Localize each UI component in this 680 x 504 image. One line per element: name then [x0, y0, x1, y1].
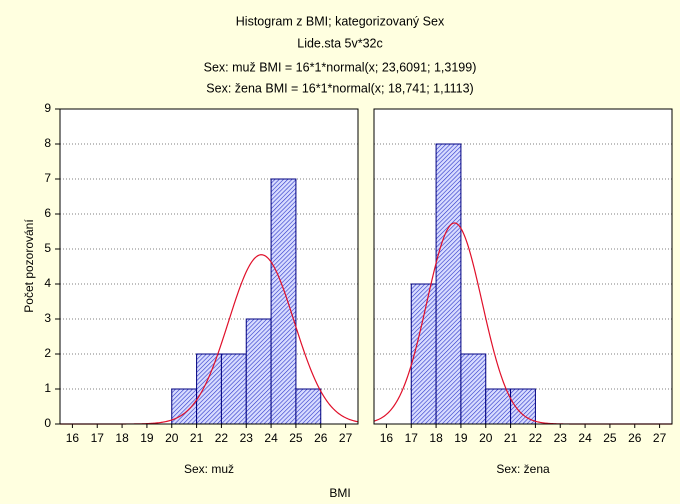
x-tick-label: 23: [554, 431, 568, 445]
fit-line: Sex: muž BMI = 16*1*normal(x; 23,6091; 1…: [204, 60, 477, 74]
x-tick-label: 25: [289, 431, 303, 445]
x-tick-label: 17: [405, 431, 419, 445]
bar: [460, 353, 487, 425]
panel-label: Sex: žena: [496, 462, 550, 476]
subtitle: Lide.sta 5v*32c: [297, 36, 382, 50]
x-tick-label: 16: [380, 431, 394, 445]
panel-label: Sex: muž: [184, 462, 234, 476]
y-tick-label: 7: [44, 171, 51, 185]
y-tick-label: 3: [44, 311, 51, 325]
bar: [295, 388, 322, 425]
x-tick-label: 27: [339, 431, 353, 445]
x-tick-label: 20: [165, 431, 179, 445]
chart-title: Histogram z BMI; kategorizovaný Sex: [236, 14, 445, 28]
x-tick-label: 16: [66, 431, 80, 445]
y-tick-label: 8: [44, 136, 51, 150]
fit-line: Sex: žena BMI = 16*1*normal(x; 18,741; 1…: [206, 81, 473, 95]
plot-frame: [373, 108, 673, 425]
bar: [510, 388, 536, 425]
y-tick-label: 2: [44, 346, 51, 360]
y-axis-label: Počet pozorování: [22, 219, 36, 313]
y-tick-label: 1: [44, 381, 51, 395]
y-tick-label: 4: [44, 276, 51, 290]
x-tick-label: 17: [91, 431, 105, 445]
bar: [410, 283, 437, 425]
x-tick-label: 23: [240, 431, 254, 445]
plot-frame: [59, 108, 359, 425]
bar: [196, 353, 222, 425]
x-tick-label: 22: [529, 431, 543, 445]
x-tick-label: 26: [628, 431, 642, 445]
bar: [435, 143, 462, 425]
y-tick-label: 5: [44, 241, 51, 255]
bar: [485, 388, 512, 425]
x-tick-label: 24: [578, 431, 592, 445]
bar: [220, 353, 247, 425]
y-tick-label: 0: [44, 416, 51, 430]
x-tick-label: 21: [190, 431, 204, 445]
x-tick-label: 18: [429, 431, 443, 445]
bar: [270, 178, 297, 425]
x-tick-label: 22: [215, 431, 229, 445]
y-tick-label: 9: [44, 101, 51, 115]
x-tick-label: 24: [264, 431, 278, 445]
x-tick-label: 19: [454, 431, 468, 445]
x-tick-label: 26: [314, 431, 328, 445]
x-axis-label: BMI: [329, 486, 350, 500]
x-tick-label: 21: [504, 431, 518, 445]
x-tick-label: 18: [115, 431, 129, 445]
x-tick-label: 27: [653, 431, 667, 445]
y-tick-label: 6: [44, 206, 51, 220]
x-tick-label: 20: [479, 431, 493, 445]
x-tick-label: 25: [603, 431, 617, 445]
bar: [245, 318, 272, 425]
x-tick-label: 19: [140, 431, 154, 445]
